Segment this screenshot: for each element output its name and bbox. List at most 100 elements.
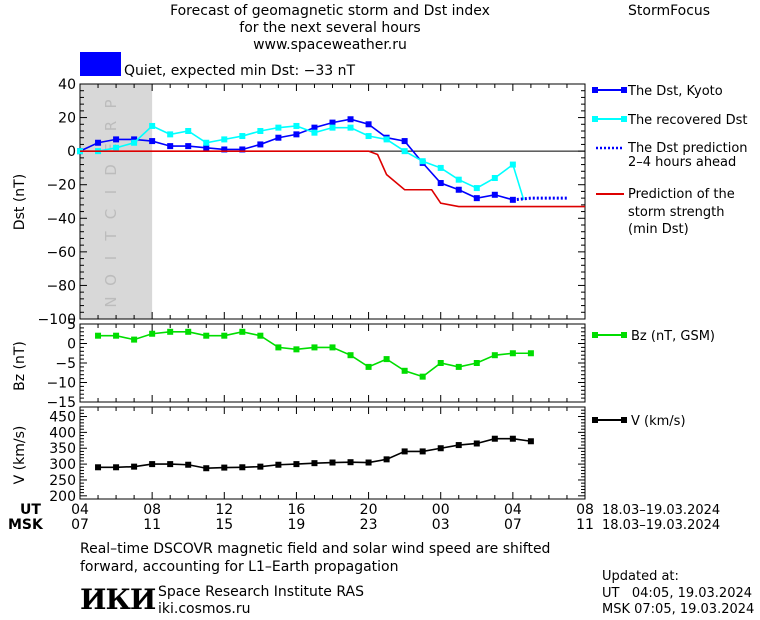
data-point: [293, 346, 300, 353]
msk-tick-label: 15: [215, 517, 233, 533]
data-point: [311, 460, 318, 467]
legend-marker-dst: [592, 87, 598, 93]
data-point: [257, 141, 264, 148]
data-point: [95, 139, 102, 146]
note-line-2: forward, accounting for L1–Earth propaga…: [80, 559, 399, 575]
data-point: [383, 456, 390, 463]
data-point: [149, 122, 156, 129]
data-point: [311, 129, 318, 136]
series-line: [80, 125, 525, 201]
ut-tick-label: 16: [288, 502, 306, 518]
y-tick-label: −15: [46, 395, 76, 411]
data-point: [437, 360, 444, 366]
data-point: [95, 332, 102, 339]
data-point: [113, 332, 120, 339]
msk-tick-label: 19: [288, 517, 306, 533]
data-point: [329, 124, 336, 131]
y-tick-label: −10: [46, 376, 76, 392]
data-point: [455, 186, 462, 193]
plot-frame: [79, 323, 586, 403]
chart-title: Forecast of geomagnetic storm and Dst in…: [60, 3, 600, 54]
data-point: [275, 124, 282, 131]
legend-label-storm-2: storm strength: [628, 205, 725, 220]
data-point: [401, 148, 408, 155]
data-point: [275, 461, 282, 468]
legend-marker-recovered: [621, 116, 627, 122]
y-tick-label: −60: [46, 245, 76, 261]
data-point: [491, 352, 498, 359]
data-point: [239, 146, 246, 153]
msk-tick-label: 11: [143, 517, 161, 533]
prediction-zone: [80, 84, 153, 319]
data-point: [239, 133, 246, 140]
data-point: [185, 128, 192, 134]
data-point: [473, 195, 480, 202]
ut-tick-label: 08: [576, 502, 594, 518]
data-point: [167, 143, 174, 150]
y-tick-label: 5: [67, 317, 76, 333]
subtitle-line: for the next several hours: [239, 20, 421, 36]
data-point: [131, 136, 138, 143]
prediction-zone-label: D: [102, 164, 120, 176]
ut-tick-label: 12: [215, 502, 233, 518]
data-point: [149, 461, 156, 468]
msk-tick-label: 03: [432, 517, 450, 533]
data-point: [491, 435, 498, 442]
data-point: [311, 344, 318, 351]
data-point: [383, 136, 390, 143]
data-point: [221, 136, 228, 143]
ut-tick-label: 08: [143, 502, 161, 518]
updated-ut-time: UT 04:05, 19.03.2024: [602, 586, 753, 601]
data-point: [419, 448, 426, 455]
data-point: [527, 438, 534, 445]
y-tick-label: −20: [46, 178, 76, 194]
brand-label: StormFocus: [628, 3, 711, 19]
y-tick-label: −80: [46, 278, 76, 294]
data-point: [509, 435, 516, 442]
prediction-zone-label: N: [102, 296, 120, 307]
data-point: [257, 463, 264, 470]
data-point: [347, 124, 354, 131]
y-tick-label: 40: [58, 77, 76, 93]
msk-tick-label: 07: [71, 517, 89, 533]
y-tick-label: −5: [55, 356, 76, 372]
updated-msk-time: MSK 07:05, 19.03.2024: [602, 602, 755, 617]
org-website-link[interactable]: iki.cosmos.ru: [158, 601, 251, 617]
y-tick-label: 300: [49, 457, 76, 473]
data-point: [401, 448, 408, 455]
data-point: [131, 336, 138, 343]
legend-label-dst: The Dst, Kyoto: [627, 84, 723, 99]
y-tick-label: 400: [49, 425, 76, 441]
legend-marker-v: [621, 417, 627, 423]
data-point: [509, 161, 516, 168]
ut-date-range: 18.03–19.03.2024: [602, 503, 720, 518]
msk-tick-label: 07: [504, 517, 522, 533]
ut-tick-label: 20: [360, 502, 378, 518]
data-point: [509, 350, 516, 357]
series-line: [512, 196, 567, 202]
data-point: [329, 344, 336, 351]
legend-label-prediction-1: The Dst prediction: [627, 141, 748, 156]
y-tick-label: 0: [67, 144, 76, 160]
legend-marker-v: [592, 417, 598, 423]
y-axis-label: V (km/s): [12, 426, 28, 485]
msk-axis-title: MSK: [8, 517, 44, 533]
data-point: [239, 464, 246, 471]
data-point: [347, 459, 354, 466]
y-tick-label: −100: [38, 312, 76, 328]
data-point: [131, 139, 138, 146]
legend: The Dst, Kyoto The recovered Dst The Dst…: [592, 84, 748, 429]
data-point: [257, 128, 264, 134]
data-point: [257, 332, 264, 339]
website-line[interactable]: www.spaceweather.ru: [253, 37, 407, 53]
data-point: [203, 144, 210, 151]
data-shift-note: Real–time DSCOVR magnetic field and sola…: [80, 540, 550, 576]
data-point: [311, 124, 318, 131]
data-point: [293, 122, 300, 129]
iki-logo: ИКИ: [80, 583, 156, 616]
data-point: [527, 350, 534, 357]
ut-tick-label: 04: [504, 502, 522, 518]
ut-tick-label: 00: [432, 502, 450, 518]
data-point: [473, 360, 480, 366]
data-point: [401, 138, 408, 145]
